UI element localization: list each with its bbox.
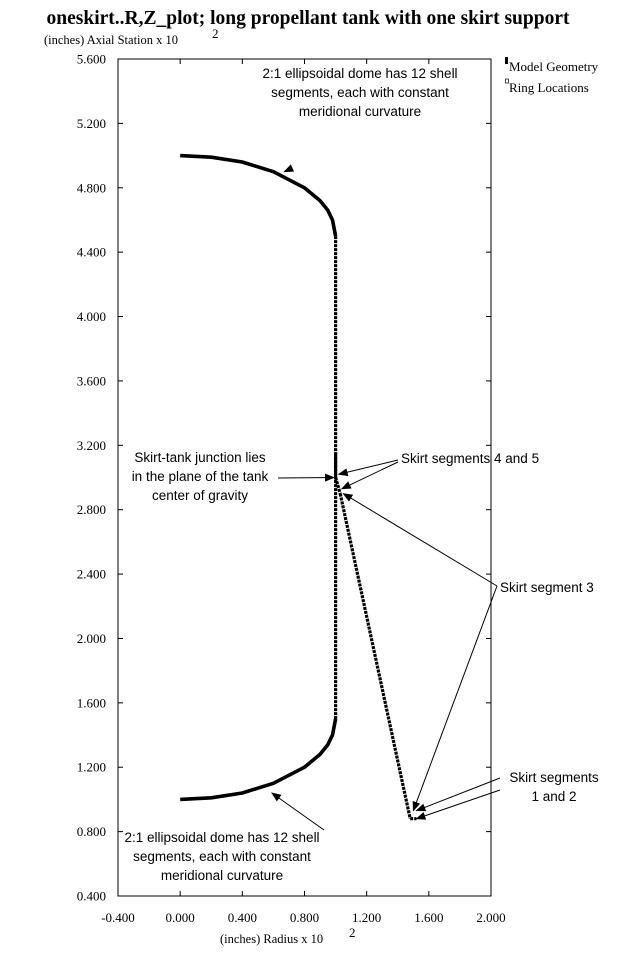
x-axis-label-exponent: 2 [349, 925, 356, 940]
geometry-top-dome [180, 153, 338, 237]
annotation-skirt-45: Skirt segments 4 and 5 [337, 451, 539, 490]
y-tick-label: 4.000 [77, 309, 106, 324]
y-axis-label: (inches) Axial Station x 10 [44, 33, 178, 47]
geometry-bottom-dome [180, 718, 338, 802]
annotation-arrow [271, 792, 325, 831]
y-tick-label: 5.200 [77, 116, 106, 131]
y-tick-label: 0.800 [77, 824, 106, 839]
y-tick-label: 5.600 [77, 52, 106, 67]
legend-entry-ring-locations: Ring Locations [509, 80, 589, 95]
annotation-skirt-3: Skirt segment 3 [342, 493, 594, 812]
annotation-arrow [415, 777, 501, 812]
annotation-top-dome: 2:1 ellipsoidal dome has 12 shell segment… [262, 66, 458, 173]
annotation-text: Skirt segments 4 and 5 [401, 451, 539, 466]
legend: Model Geometry Ring Locations [505, 57, 599, 95]
y-tick-label: 1.600 [77, 695, 106, 710]
x-tick-label: -0.400 [101, 910, 135, 925]
annotations: 2:1 ellipsoidal dome has 12 shell segment… [124, 66, 598, 883]
y-tick-label: 3.600 [77, 373, 106, 388]
y-tick-label: 2.400 [77, 567, 106, 582]
chart-title: oneskirt..R,Z_plot; long propellant tank… [47, 8, 570, 29]
annotation-text: Skirt segments 1 and 2 [509, 770, 599, 804]
annotation-arrow [412, 585, 498, 812]
annotation-junction: Skirt-tank junction lies in the plane of … [132, 450, 336, 503]
geometry-skirt-segments-4-and-5 [334, 453, 342, 495]
x-tick-label: 0.400 [228, 910, 257, 925]
x-tick-label: 1.200 [352, 910, 381, 925]
y-axis-ticks: 0.400 0.800 1.200 1.600 2.000 2.400 2.800 3.200… [77, 52, 491, 904]
annotation-bottom-dome: 2:1 ellipsoidal dome has 12 shell segment… [124, 792, 325, 883]
x-axis-label: (inches) Radius x 10 [220, 932, 323, 946]
x-tick-label: 1.600 [414, 910, 443, 925]
annotation-arrow [337, 459, 399, 477]
x-tick-label: 2.000 [476, 910, 505, 925]
legend-marker-model-geometry [505, 57, 508, 64]
annotation-arrow [415, 789, 501, 820]
model-geometry [180, 153, 417, 821]
y-axis-label-exponent: 2 [212, 26, 219, 41]
y-tick-label: 2.000 [77, 631, 106, 646]
annotation-text: Skirt-tank junction lies in the plane of … [132, 450, 269, 503]
annotation-arrow [342, 493, 498, 587]
annotation-arrow [283, 164, 295, 173]
annotation-arrow [340, 461, 399, 490]
annotation-text: 2:1 ellipsoidal dome has 12 shell segment… [262, 66, 457, 119]
annotation-skirt-12: Skirt segments 1 and 2 [415, 770, 599, 820]
y-tick-label: 0.400 [77, 889, 106, 904]
annotation-arrow [277, 473, 336, 482]
y-tick-label: 2.800 [77, 502, 106, 517]
legend-entry-model-geometry: Model Geometry [509, 59, 599, 74]
y-tick-label: 3.200 [77, 438, 106, 453]
annotation-text: Skirt segment 3 [500, 580, 594, 595]
geometry-skirt-segment-3 [338, 493, 412, 820]
y-tick-label: 4.400 [77, 245, 106, 260]
legend-marker-ring-locations [505, 78, 509, 84]
y-tick-label: 4.800 [77, 180, 106, 195]
x-tick-label: 0.800 [290, 910, 319, 925]
annotation-text: 2:1 ellipsoidal dome has 12 shell segment… [124, 830, 319, 883]
y-tick-label: 1.200 [77, 760, 106, 775]
x-axis-ticks: -0.400 0.000 0.400 0.800 1.200 1.600 2.000 [101, 59, 506, 925]
x-tick-label: 0.000 [166, 910, 195, 925]
